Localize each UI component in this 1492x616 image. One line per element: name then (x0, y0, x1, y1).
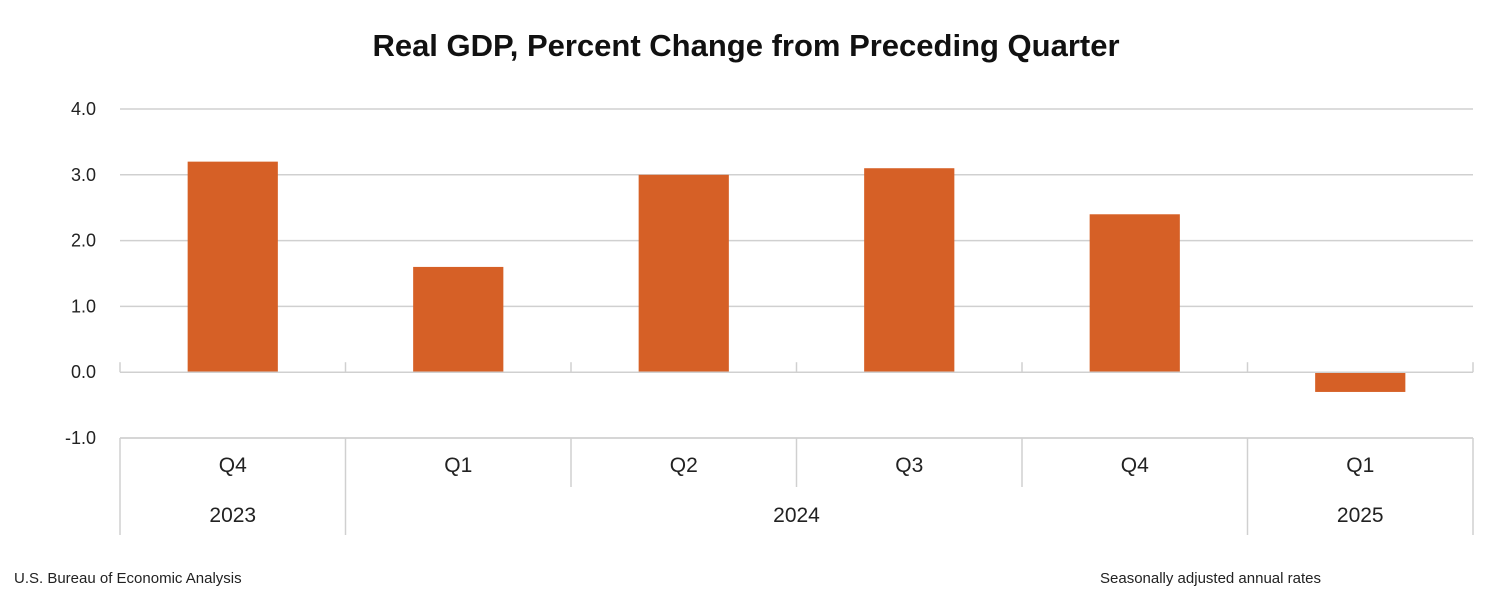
y-tick-label: 0.0 (71, 362, 96, 382)
year-group-label: 2025 (1337, 504, 1384, 527)
y-tick-label: -1.0 (65, 428, 96, 448)
y-tick-label: 3.0 (71, 165, 96, 185)
x-tick-label: Q1 (444, 454, 472, 477)
bar (864, 168, 955, 373)
year-group-label: 2023 (209, 504, 256, 527)
source-note: U.S. Bureau of Economic Analysis (14, 570, 242, 587)
x-tick-label: Q4 (1121, 454, 1149, 477)
y-tick-label: 1.0 (71, 296, 96, 316)
y-axis-ticks: 4.0 3.0 2.0 1.0 0.0 -1.0 (65, 99, 96, 448)
x-tick-label: Q1 (1346, 454, 1374, 477)
bar (187, 161, 278, 373)
x-tick-label: Q2 (670, 454, 698, 477)
x-axis: Q4 Q1 Q2 Q3 Q4 Q1 2023 2024 2025 (119, 362, 1474, 535)
chart-title: Real GDP, Percent Change from Preceding … (372, 28, 1120, 63)
y-tick-label: 2.0 (71, 231, 96, 251)
gridlines (120, 108, 1473, 439)
bar (638, 174, 729, 373)
bar (1089, 214, 1180, 373)
bars (187, 161, 1406, 392)
year-group-label: 2024 (773, 504, 820, 527)
bar (1315, 372, 1406, 392)
x-tick-label: Q3 (895, 454, 923, 477)
rates-note: Seasonally adjusted annual rates (1100, 570, 1321, 587)
x-tick-label: Q4 (219, 454, 247, 477)
y-tick-label: 4.0 (71, 99, 96, 119)
bar (413, 266, 504, 373)
